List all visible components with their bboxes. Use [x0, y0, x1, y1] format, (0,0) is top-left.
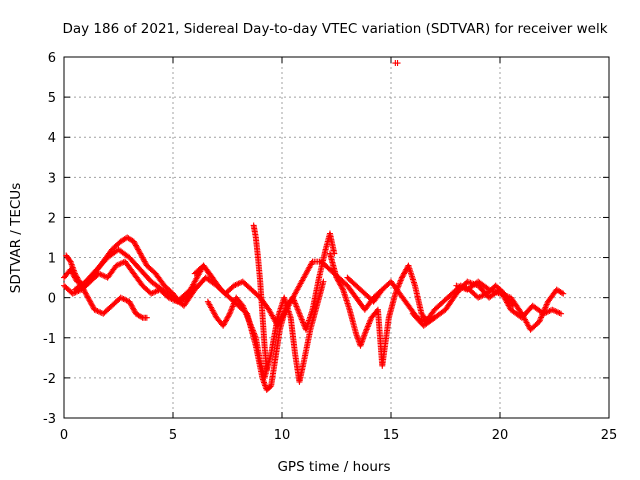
data-point [543, 302, 550, 309]
data-point [143, 314, 150, 321]
y-tick-label: 2 [48, 211, 56, 226]
data-point [537, 315, 544, 322]
y-tick-label: 1 [48, 252, 56, 267]
x-tick-label: 0 [60, 428, 68, 443]
grid [64, 57, 609, 418]
data-point [539, 311, 546, 318]
data-point [540, 308, 547, 315]
data-point [339, 285, 346, 292]
x-tick-label: 25 [601, 428, 618, 443]
x-axis-label: GPS time / hours [277, 459, 390, 475]
y-tick-label: -3 [43, 412, 56, 427]
data-point [560, 290, 567, 297]
data-point [543, 301, 550, 308]
x-tick-label: 5 [169, 428, 177, 443]
y-tick-label: 4 [48, 131, 56, 146]
data-point [558, 310, 565, 317]
ticks: 0 5 10 15 20 25 -3 -2 -1 0 1 2 3 4 5 6 [43, 51, 617, 443]
y-tick-label: -2 [43, 372, 56, 387]
y-tick-label: 0 [48, 292, 56, 307]
plot-frame [63, 56, 610, 419]
y-tick-label: -1 [43, 332, 56, 347]
x-tick-label: 15 [383, 428, 400, 443]
x-tick-label: 20 [492, 428, 509, 443]
y-axis-label: SDTVAR / TECUs [8, 183, 24, 293]
data-point [536, 318, 543, 325]
data-point [138, 313, 145, 320]
data-point [263, 366, 270, 373]
data-markers [61, 60, 567, 393]
data-point [536, 317, 543, 324]
data-point [542, 304, 549, 311]
data-point [538, 313, 545, 320]
data-point [225, 312, 232, 319]
data-point [541, 305, 548, 312]
chart-title: Day 186 of 2021, Sidereal Day-to-day VTE… [62, 21, 607, 37]
y-tick-label: 5 [48, 91, 56, 106]
data-point [558, 289, 565, 296]
data-point [541, 307, 548, 314]
data-point [320, 278, 327, 285]
data-point [539, 310, 546, 317]
y-tick-label: 6 [48, 51, 56, 66]
x-tick-label: 10 [274, 428, 291, 443]
data-point [66, 257, 73, 264]
data-point [267, 383, 274, 390]
y-tick-label: 3 [48, 171, 56, 186]
data-point [538, 314, 545, 321]
data-point [394, 60, 401, 67]
